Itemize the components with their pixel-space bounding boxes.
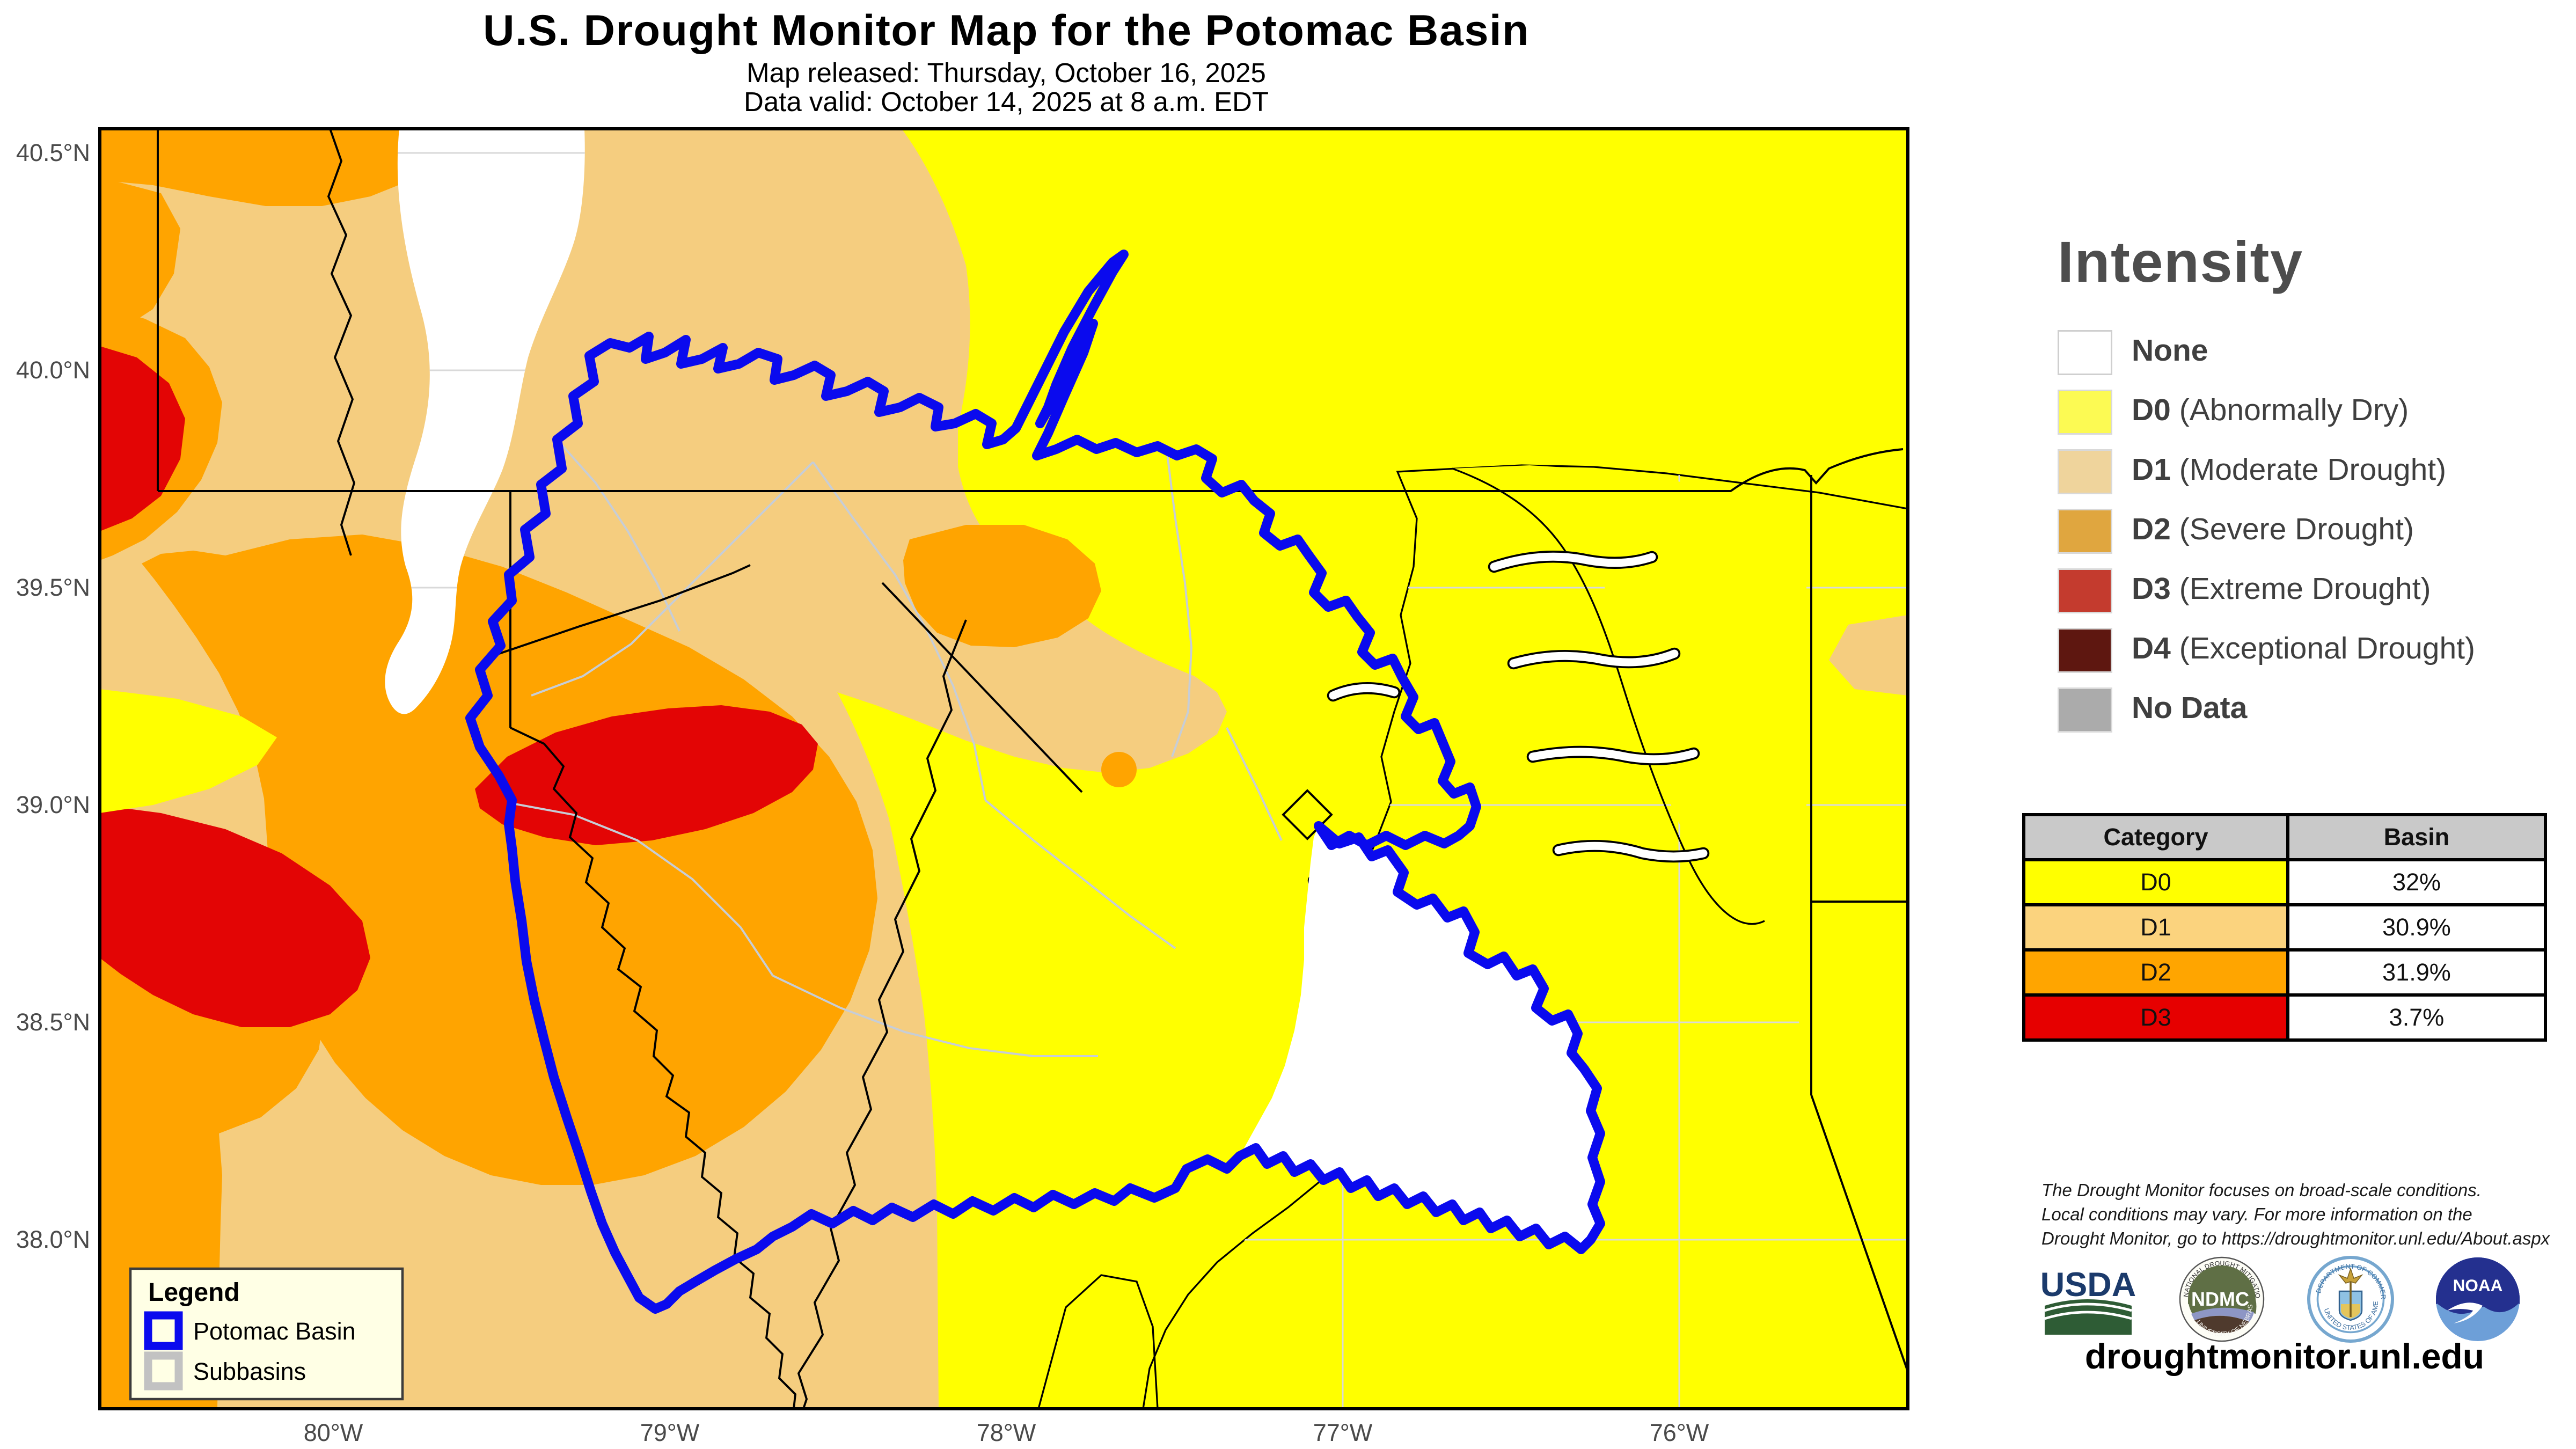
value-cell: 31.9%: [2286, 948, 2547, 997]
commerce-seal-logo: DEPARTMENT OF COMMERCE UNITED STATES OF …: [2306, 1256, 2394, 1343]
x-tick: 79°W: [640, 1419, 700, 1446]
category-cell: D3: [2022, 993, 2289, 1042]
y-tick: 38.5°N: [16, 1008, 90, 1036]
intensity-item-d2: D2 (Severe Drought): [2058, 501, 2475, 560]
table-header-row: Category Basin: [2022, 813, 2547, 861]
category-cell: D1: [2022, 903, 2289, 952]
map-layers: Legend Potomac Basin Subbasins: [100, 129, 1908, 1409]
intensity-item-none: None: [2058, 322, 2475, 382]
intensity-item-nodata: No Data: [2058, 679, 2475, 739]
category-cell: D2: [2022, 948, 2289, 997]
none-region-sband: [385, 129, 585, 714]
subbasins-label: Subbasins: [193, 1358, 306, 1385]
value-cell: 3.7%: [2286, 993, 2547, 1042]
released-line: Map released: Thursday, October 16, 2025: [747, 58, 1266, 89]
intensity-item-d3: D3 (Extreme Drought): [2058, 560, 2475, 620]
d0-rightedge-patch: [1794, 889, 1908, 1075]
table-row: D0 32%: [2022, 858, 2547, 906]
noaa-logo: NOAA: [2435, 1257, 2520, 1341]
svg-text:NDMC: NDMC: [2192, 1288, 2250, 1310]
subbasins-swatch: [144, 1351, 183, 1391]
intensity-item-d1: D1 (Moderate Drought): [2058, 441, 2475, 501]
d2-spot-dc: [1101, 752, 1137, 787]
d0-swatch: [2058, 389, 2112, 434]
disclaimer-text: The Drought Monitor focuses on broad-sca…: [2041, 1182, 2550, 1249]
potomac-basin-label: Potomac Basin: [193, 1318, 356, 1345]
tidal-potomac-channel: [1240, 826, 1600, 1249]
value-cell: 32%: [2286, 858, 2547, 906]
y-tick: 38.0°N: [16, 1226, 90, 1253]
page-title: U.S. Drought Monitor Map for the Potomac…: [483, 6, 1529, 55]
d4-swatch: [2058, 627, 2112, 672]
intensity-item-d0: D0 (Abnormally Dry): [2058, 382, 2475, 441]
valid-line: Data valid: October 14, 2025 at 8 a.m. E…: [744, 87, 1269, 118]
d3-region-central: [475, 705, 818, 845]
d2-region-leftband: [100, 177, 180, 338]
d1-swatch: [2058, 448, 2112, 494]
y-tick: 39.5°N: [16, 574, 90, 601]
table-row: D1 30.9%: [2022, 903, 2547, 952]
site-url: droughtmonitor.unl.edu: [2084, 1336, 2485, 1377]
x-tick: 77°W: [1313, 1419, 1373, 1446]
basin-header: Basin: [2286, 813, 2547, 861]
subbasin-lines: [511, 438, 1283, 1057]
intensity-item-d4: D4 (Exceptional Drought): [2058, 620, 2475, 679]
value-cell: 30.9%: [2286, 903, 2547, 952]
usda-logo: USDA: [2040, 1266, 2136, 1335]
d2-region-frederick: [903, 525, 1101, 647]
svg-text:NOAA: NOAA: [2453, 1276, 2503, 1295]
d0-delmarva: [1452, 465, 1806, 921]
ndmc-logo: NDMC NATIONAL DROUGHT MITIGATION CENTER …: [2179, 1256, 2265, 1342]
x-axis-labels: 80°W 79°W 78°W 77°W 76°W: [304, 1419, 1709, 1446]
logo-row: USDA NDMC NATIONAL DROUGHT MITIGATION CE…: [2038, 1256, 2521, 1343]
y-axis-labels: 40.5°N 40.0°N 39.5°N 39.0°N 38.5°N 38.0°…: [16, 139, 90, 1253]
nodata-swatch: [2058, 686, 2112, 732]
map-frame: [98, 127, 1909, 1410]
category-header: Category: [2022, 813, 2289, 861]
d3-swatch: [2058, 567, 2112, 613]
potomac-basin-outline: [465, 250, 1605, 1314]
table-row: D2 31.9%: [2022, 948, 2547, 997]
y-tick: 40.0°N: [16, 356, 90, 384]
svg-text:USDA: USDA: [2040, 1266, 2136, 1304]
d3-region-lowerleft: [100, 805, 370, 1027]
state-borders: [157, 129, 1908, 1409]
x-tick: 78°W: [977, 1419, 1036, 1446]
intensity-legend: None D0 (Abnormally Dry) D1 (Moderate Dr…: [2058, 322, 2475, 739]
d0-leftedge-strip: [100, 689, 277, 813]
category-basin-table: Category Basin D0 32% D1 30.9% D2 31.9% …: [2022, 813, 2547, 1042]
none-swatch: [2058, 329, 2112, 375]
map-legend-title: Legend: [148, 1278, 240, 1307]
d2-region-topleft: [100, 129, 431, 206]
x-tick: 80°W: [304, 1419, 363, 1446]
y-tick: 39.0°N: [16, 791, 90, 818]
map-legend-box: Legend Potomac Basin Subbasins: [129, 1267, 404, 1401]
none-region-south: [1037, 1274, 1159, 1409]
intensity-title: Intensity: [2058, 229, 2303, 295]
bay-east-shoreline: [1452, 467, 1765, 925]
d2-swatch: [2058, 508, 2112, 553]
potomac-basin-swatch: [144, 1311, 183, 1350]
category-cell: D0: [2022, 858, 2289, 906]
d1-rightedge-patch: [1829, 615, 1908, 696]
y-tick: 40.5°N: [16, 139, 90, 166]
d3-region-upperleft: [100, 346, 185, 531]
table-row: D3 3.7%: [2022, 993, 2547, 1042]
x-tick: 76°W: [1650, 1419, 1709, 1446]
